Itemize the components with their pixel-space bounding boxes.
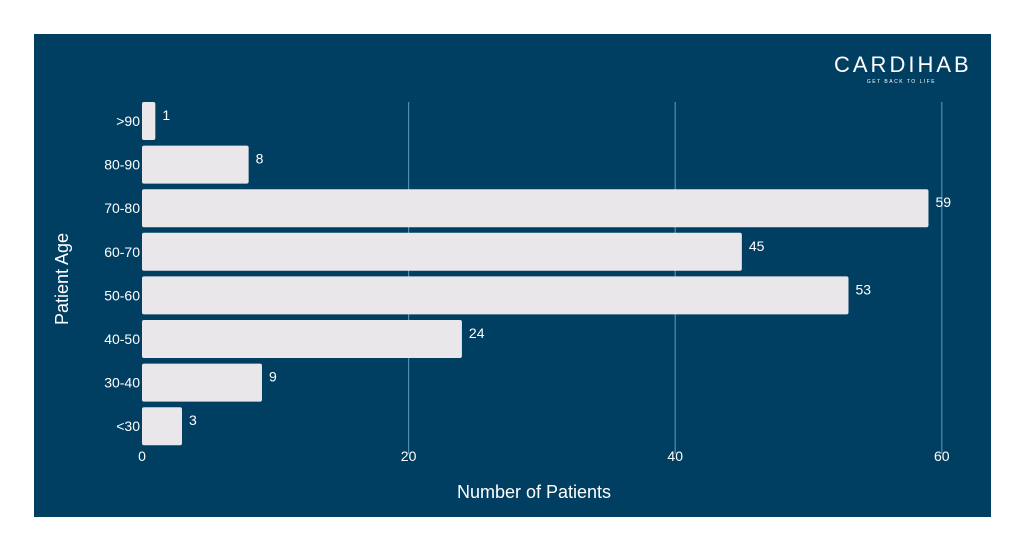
logo-wordmark: CARDIHAB bbox=[834, 52, 972, 77]
data-label: 9 bbox=[269, 369, 277, 385]
data-label: 3 bbox=[189, 412, 197, 428]
y-tick-label: 50-60 bbox=[104, 287, 140, 303]
bar bbox=[142, 276, 849, 315]
data-labels: 1 8 59 45 53 24 9 3 bbox=[162, 107, 951, 428]
bars bbox=[142, 102, 929, 446]
y-tick-label: >90 bbox=[116, 113, 140, 129]
x-tick-label: 0 bbox=[138, 448, 146, 464]
y-tick-label: 60-70 bbox=[104, 244, 140, 260]
bar bbox=[142, 232, 742, 271]
data-label: 59 bbox=[935, 194, 951, 210]
x-tick-label: 40 bbox=[667, 448, 683, 464]
y-tick-label: <30 bbox=[116, 418, 140, 434]
data-label: 45 bbox=[749, 238, 765, 254]
y-tick-label: 70-80 bbox=[104, 200, 140, 216]
x-tick-label: 60 bbox=[934, 448, 950, 464]
bar-chart: >90 80-90 70-80 60-70 50-60 40-50 30-40 <30 1 8 5… bbox=[52, 102, 951, 502]
bar bbox=[142, 320, 462, 358]
x-axis-title: Number of Patients bbox=[457, 482, 611, 502]
bar bbox=[142, 189, 929, 228]
cardihab-logo: CARDIHAB GET BACK TO LIFE bbox=[834, 52, 969, 85]
data-label: 8 bbox=[256, 151, 264, 167]
y-axis-title: Patient Age bbox=[52, 233, 72, 325]
x-tick-labels: 0 20 40 60 bbox=[138, 448, 950, 464]
y-tick-label: 80-90 bbox=[104, 157, 140, 173]
bar bbox=[142, 145, 249, 184]
data-label: 1 bbox=[162, 107, 170, 123]
data-label: 53 bbox=[855, 281, 871, 297]
y-tick-labels: >90 80-90 70-80 60-70 50-60 40-50 30-40 <30 bbox=[104, 113, 140, 434]
bar bbox=[142, 363, 262, 402]
x-tick-label: 20 bbox=[401, 448, 417, 464]
y-tick-label: 30-40 bbox=[104, 375, 140, 391]
bar bbox=[142, 407, 182, 446]
data-label: 24 bbox=[469, 325, 485, 341]
y-tick-label: 40-50 bbox=[104, 331, 140, 347]
chart-panel: >90 80-90 70-80 60-70 50-60 40-50 30-40 <30 1 8 5… bbox=[34, 34, 991, 517]
logo-tagline: GET BACK TO LIFE bbox=[866, 79, 937, 85]
bar bbox=[142, 102, 156, 140]
